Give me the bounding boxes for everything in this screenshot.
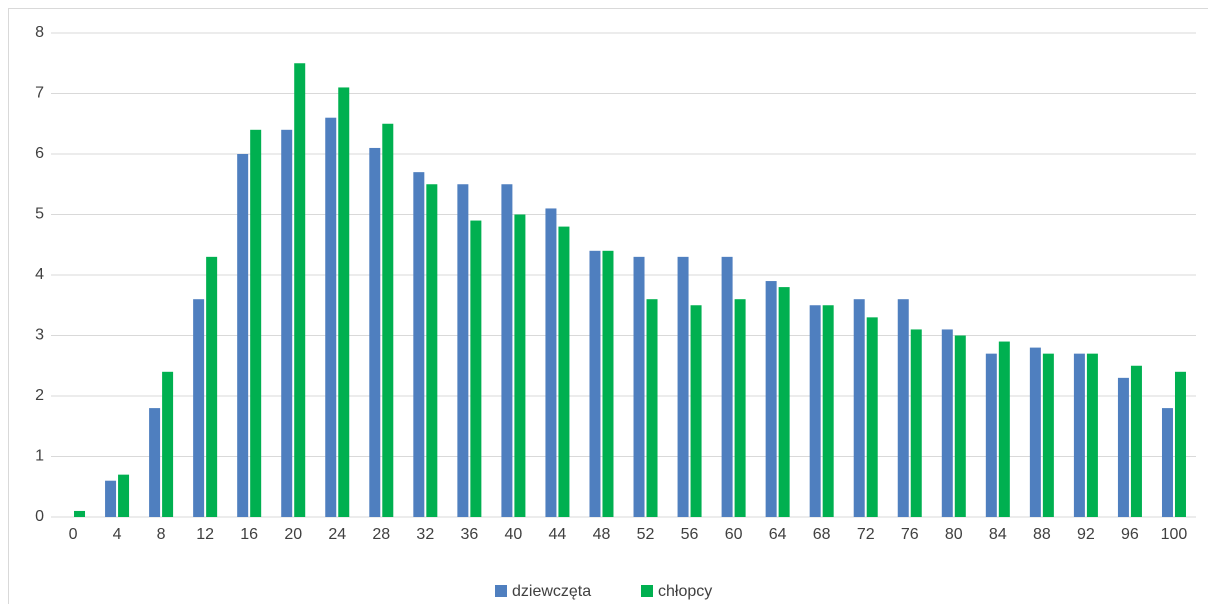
bar <box>325 118 336 517</box>
bar <box>149 408 160 517</box>
bar <box>823 305 834 517</box>
bar <box>413 172 424 517</box>
bar <box>691 305 702 517</box>
legend-swatch <box>495 585 507 597</box>
y-tick-label: 2 <box>35 387 44 404</box>
bar <box>634 257 645 517</box>
x-tick-label: 36 <box>460 526 478 543</box>
bar <box>162 372 173 517</box>
legend-label: chłopcy <box>658 583 712 600</box>
x-tick-label: 16 <box>240 526 258 543</box>
bar <box>1131 366 1142 517</box>
bar <box>999 342 1010 517</box>
y-tick-label: 1 <box>35 448 44 465</box>
bar <box>1030 348 1041 517</box>
bar <box>647 299 658 517</box>
bar <box>382 124 393 517</box>
y-tick-label: 4 <box>35 266 44 283</box>
x-tick-label: 28 <box>372 526 390 543</box>
bar <box>854 299 865 517</box>
bar <box>722 257 733 517</box>
bar <box>105 481 116 517</box>
bar <box>294 63 305 517</box>
bar <box>602 251 613 517</box>
x-tick-label: 44 <box>549 526 567 543</box>
y-tick-label: 8 <box>35 24 44 41</box>
x-tick-label: 60 <box>725 526 743 543</box>
x-tick-label: 76 <box>901 526 919 543</box>
bar <box>589 251 600 517</box>
bar <box>206 257 217 517</box>
x-tick-label: 84 <box>989 526 1007 543</box>
x-tick-label: 4 <box>113 526 122 543</box>
bar <box>779 287 790 517</box>
y-tick-label: 6 <box>35 145 44 162</box>
bar <box>1043 354 1054 517</box>
bar <box>1175 372 1186 517</box>
x-tick-label: 48 <box>593 526 611 543</box>
bar <box>193 299 204 517</box>
bar <box>558 227 569 517</box>
bar <box>678 257 689 517</box>
bar <box>911 329 922 517</box>
x-tick-label: 20 <box>284 526 302 543</box>
x-tick-label: 72 <box>857 526 875 543</box>
bar <box>955 336 966 518</box>
x-tick-label: 32 <box>416 526 434 543</box>
bar <box>74 511 85 517</box>
bar <box>250 130 261 517</box>
bar <box>986 354 997 517</box>
bar <box>338 87 349 517</box>
bar <box>545 208 556 517</box>
bar <box>369 148 380 517</box>
x-tick-label: 0 <box>69 526 78 543</box>
x-tick-label: 64 <box>769 526 787 543</box>
bar <box>810 305 821 517</box>
bar <box>501 184 512 517</box>
bar <box>281 130 292 517</box>
legend-label: dziewczęta <box>512 583 591 600</box>
bar <box>766 281 777 517</box>
bar <box>470 221 481 517</box>
bar <box>426 184 437 517</box>
bar <box>118 475 129 517</box>
bar <box>514 215 525 518</box>
bar <box>1087 354 1098 517</box>
bar <box>942 329 953 517</box>
x-tick-label: 12 <box>196 526 214 543</box>
x-tick-label: 92 <box>1077 526 1095 543</box>
x-tick-label: 80 <box>945 526 963 543</box>
bar <box>1118 378 1129 517</box>
y-tick-label: 7 <box>35 85 44 102</box>
x-tick-label: 8 <box>157 526 166 543</box>
bar <box>735 299 746 517</box>
x-tick-label: 40 <box>505 526 523 543</box>
bar <box>457 184 468 517</box>
bar <box>1074 354 1085 517</box>
y-tick-label: 3 <box>35 327 44 344</box>
x-tick-label: 24 <box>328 526 346 543</box>
bar <box>237 154 248 517</box>
bar <box>898 299 909 517</box>
legend-swatch <box>641 585 653 597</box>
bar <box>867 317 878 517</box>
x-tick-label: 68 <box>813 526 831 543</box>
x-tick-label: 52 <box>637 526 655 543</box>
x-tick-label: 88 <box>1033 526 1051 543</box>
x-tick-label: 56 <box>681 526 699 543</box>
y-tick-label: 0 <box>35 508 44 525</box>
bar <box>1162 408 1173 517</box>
x-tick-label: 96 <box>1121 526 1139 543</box>
y-tick-label: 5 <box>35 206 44 223</box>
x-tick-label: 100 <box>1161 526 1188 543</box>
